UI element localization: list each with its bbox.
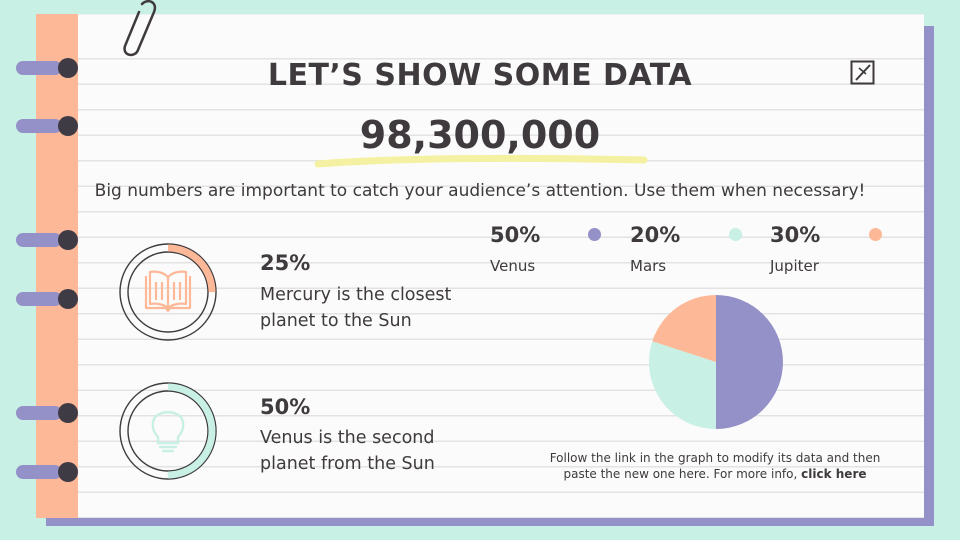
legend-swatch — [729, 228, 742, 241]
progress-ring — [119, 382, 217, 480]
legend-percent: 30% — [770, 223, 821, 247]
stat-line: Venus is the second — [260, 428, 435, 448]
stat-line: Mercury is the closest — [260, 285, 452, 305]
legend-percent: 50% — [490, 223, 541, 247]
legend-label: Jupiter — [770, 257, 819, 275]
progress-ring — [119, 243, 217, 341]
slide-title: LET’S SHOW SOME DATA — [267, 58, 693, 93]
stat-percent: 50% — [260, 395, 311, 419]
click-here-link[interactable]: click here — [801, 467, 867, 481]
pie-slice-jupiter[interactable] — [652, 295, 716, 362]
binder-ring — [16, 403, 78, 423]
pencil-box-icon — [850, 60, 875, 85]
slide-subtitle: Big numbers are important to catch your … — [94, 181, 866, 201]
book-icon — [144, 270, 192, 313]
legend-percent: 20% — [630, 223, 681, 247]
big-number: 98,300,000 — [359, 113, 601, 157]
pie-chart[interactable] — [648, 294, 784, 430]
pie-slice-venus[interactable] — [716, 295, 783, 429]
footnote-text: Follow the link in the graph to modify i… — [549, 451, 881, 481]
stat-description: Venus is the second planet from the Sun — [260, 425, 500, 477]
paperclip-icon — [123, 0, 157, 57]
lightbulb-icon — [151, 411, 185, 453]
pie-slice-mars[interactable] — [649, 341, 716, 429]
legend-label: Venus — [490, 257, 536, 275]
legend-swatch — [588, 228, 601, 241]
legend-label: Mars — [630, 257, 667, 275]
legend-swatch — [869, 228, 882, 241]
binder-ring — [16, 116, 78, 136]
binder-ring — [16, 462, 78, 482]
footnote: Follow the link in the graph to modify i… — [540, 450, 890, 482]
stat-description: Mercury is the closest planet to the Sun — [260, 282, 500, 334]
notebook-paper — [36, 14, 924, 518]
highlight-stroke — [314, 154, 648, 168]
stat-line: planet to the Sun — [260, 311, 412, 331]
notebook-binding — [36, 14, 78, 518]
binder-ring — [16, 58, 78, 78]
stat-percent: 25% — [260, 251, 311, 275]
stat-line: planet from the Sun — [260, 454, 435, 474]
binder-ring — [16, 289, 78, 309]
binder-ring — [16, 230, 78, 250]
